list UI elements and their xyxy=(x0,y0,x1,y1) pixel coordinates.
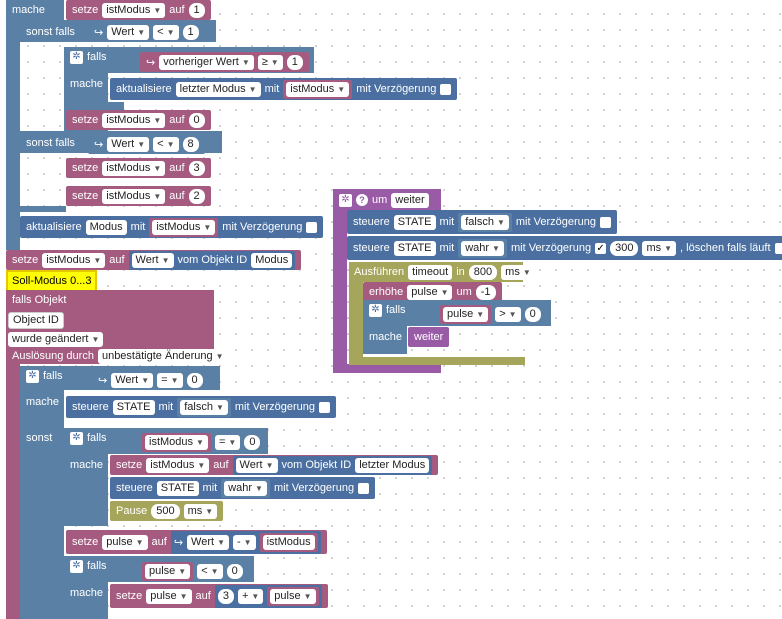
increment-pulse-block[interactable]: erhöhe pulse ▼ um -1 xyxy=(363,282,502,302)
chevron-down-icon: ▼ xyxy=(153,5,162,15)
chevron-down-icon: ▼ xyxy=(228,437,237,447)
delay-checkbox[interactable] xyxy=(306,221,318,233)
chevron-down-icon: ▼ xyxy=(141,375,150,385)
ack-dropdown[interactable]: unbestätigte Änderung ▼ xyxy=(97,348,228,364)
set-istmodus-block[interactable]: setze istModus ▼ auf 2 xyxy=(66,186,211,206)
chevron-down-icon: ▼ xyxy=(197,460,206,470)
chevron-down-icon: ▼ xyxy=(153,115,162,125)
control-state-delayed-block[interactable]: steuere STATE mit wahr ▼ mit Verzögerung … xyxy=(347,236,782,260)
chevron-down-icon: ▼ xyxy=(440,287,449,297)
delay-checkbox[interactable] xyxy=(318,401,330,413)
chevron-down-icon: ▼ xyxy=(248,84,257,94)
set-istmodus-block[interactable]: setze istModus ▼ auf 1 xyxy=(66,0,211,20)
chevron-down-icon: ▼ xyxy=(337,84,346,94)
pause-block[interactable]: Pause 500 ms ▼ xyxy=(110,501,224,521)
chevron-down-icon: ▼ xyxy=(93,255,102,265)
chevron-down-icon: ▼ xyxy=(476,309,485,319)
delay-checkbox[interactable] xyxy=(599,216,611,228)
delay-checkbox[interactable] xyxy=(358,482,370,494)
return-arrow-icon: ↪ xyxy=(173,536,184,549)
chevron-down-icon: ▼ xyxy=(161,255,170,265)
chevron-down-icon: ▼ xyxy=(664,243,673,253)
compare-block[interactable]: pulse ▼ < ▼ 0 xyxy=(136,561,249,581)
compare-block[interactable]: ↪ Wert ▼ < ▼ 8 xyxy=(88,134,205,154)
number-input[interactable]: 1 xyxy=(188,2,205,18)
chevron-down-icon: ▼ xyxy=(178,566,187,576)
chevron-down-icon: ▼ xyxy=(243,537,252,547)
help-icon[interactable]: ? xyxy=(356,194,368,206)
chevron-down-icon: ▼ xyxy=(153,191,162,201)
set-pulse-block[interactable]: setze pulse ▼ auf ↪ Wert ▼ - ▼ istModus xyxy=(66,530,327,554)
chevron-down-icon: ▼ xyxy=(170,375,179,385)
chevron-down-icon: ▼ xyxy=(179,591,188,601)
chevron-down-icon: ▼ xyxy=(255,483,263,493)
chevron-down-icon: ▼ xyxy=(241,57,250,67)
comment-block[interactable]: Soll-Modus 0...3 xyxy=(6,270,98,292)
chevron-down-icon: ▼ xyxy=(265,460,274,470)
gear-icon[interactable]: ✲ xyxy=(26,369,39,383)
return-arrow-icon: ↪ xyxy=(146,56,156,69)
update-block[interactable]: aktualisiere letzter Modus ▼ mit istModus… xyxy=(110,78,458,100)
set-istmodus-block[interactable]: setze istModus ▼ auf 0 xyxy=(66,110,211,130)
call-weiter-block[interactable]: weiter xyxy=(408,327,450,347)
chevron-down-icon: ▼ xyxy=(137,139,146,149)
chevron-down-icon: ▼ xyxy=(508,309,517,319)
return-arrow-icon: ↪ xyxy=(94,26,104,39)
return-arrow-icon: ↪ xyxy=(94,138,104,151)
set-istmodus-from-object-block[interactable]: setze istModus ▼ auf Wert ▼ vom Objekt ID … xyxy=(6,250,302,270)
chevron-down-icon: ▼ xyxy=(270,57,279,67)
gear-icon[interactable]: ✲ xyxy=(70,50,83,64)
var-dropdown[interactable]: istModus ▼ xyxy=(102,2,166,18)
changed-dropdown[interactable]: wurde geändert ▼ xyxy=(8,331,104,347)
control-state-block[interactable]: steuere STATE mit wahr ▼ mit Verzögerung xyxy=(110,477,376,499)
function-name-field[interactable]: weiter xyxy=(391,192,429,208)
set-pulse-block[interactable]: setze pulse ▼ auf 3 + ▼ pulse ▼ xyxy=(110,584,328,608)
compare-block[interactable]: ↪ Wert ▼ < ▼ 1 xyxy=(88,22,205,42)
delay-checkbox-checked[interactable]: ✓ xyxy=(595,242,607,254)
control-state-block[interactable]: steuere STATE mit falsch ▼ mit Verzögerun… xyxy=(347,210,617,234)
chevron-down-icon: ▼ xyxy=(210,566,219,576)
compare-block[interactable]: ↪ vorheriger Wert ▼ ≥ ▼ 1 xyxy=(140,52,309,72)
chevron-down-icon: ▼ xyxy=(196,437,204,447)
chevron-down-icon: ▼ xyxy=(496,217,505,227)
mache-label: mache xyxy=(12,4,46,16)
chevron-down-icon: ▼ xyxy=(492,243,500,253)
chevron-down-icon: ▼ xyxy=(91,334,100,344)
chevron-down-icon: ▼ xyxy=(215,402,224,412)
set-istmodus-from-object-block[interactable]: setze istModus ▼ auf Wert ▼ vom Objekt ID … xyxy=(110,455,439,475)
delay-checkbox[interactable] xyxy=(440,83,452,95)
chevron-down-icon: ▼ xyxy=(215,351,224,361)
compare-block[interactable]: ↪ Wert ▼ = ▼ 0 xyxy=(92,370,209,390)
clear-running-checkbox[interactable] xyxy=(774,242,782,254)
chevron-down-icon: ▼ xyxy=(166,27,175,37)
chevron-down-icon: ▼ xyxy=(251,591,260,601)
control-state-block[interactable]: steuere STATE mit falsch ▼ mit Verzögerun… xyxy=(66,396,336,418)
else-if-label: sonst falls xyxy=(26,26,75,38)
set-istmodus-block[interactable]: setze istModus ▼ auf 3 xyxy=(66,158,211,178)
update-block[interactable]: aktualisiere Modus mit istModus ▼ mit Ver… xyxy=(20,216,324,238)
chevron-down-icon: ▼ xyxy=(205,506,214,516)
chevron-down-icon: ▼ xyxy=(203,222,212,232)
chevron-down-icon: ▼ xyxy=(135,537,144,547)
gear-icon[interactable]: ✲ xyxy=(70,431,83,445)
chevron-down-icon: ▼ xyxy=(166,139,175,149)
gear-icon[interactable]: ✲ xyxy=(70,559,83,573)
object-id-field[interactable]: Object ID xyxy=(8,311,64,329)
if-block-top[interactable] xyxy=(6,0,20,250)
compare-block[interactable]: istModus ▼ = ▼ 0 xyxy=(136,432,267,452)
chevron-down-icon: ▼ xyxy=(303,591,312,601)
compare-block[interactable]: pulse ▼ > ▼ 0 xyxy=(434,304,547,324)
chevron-down-icon: ▼ xyxy=(522,267,531,277)
return-arrow-icon: ↪ xyxy=(98,374,108,387)
chevron-down-icon: ▼ xyxy=(137,27,146,37)
chevron-down-icon: ▼ xyxy=(217,537,225,547)
gear-icon[interactable]: ✲ xyxy=(369,303,382,317)
gear-icon[interactable]: ✲ xyxy=(339,193,352,207)
chevron-down-icon: ▼ xyxy=(153,163,162,173)
